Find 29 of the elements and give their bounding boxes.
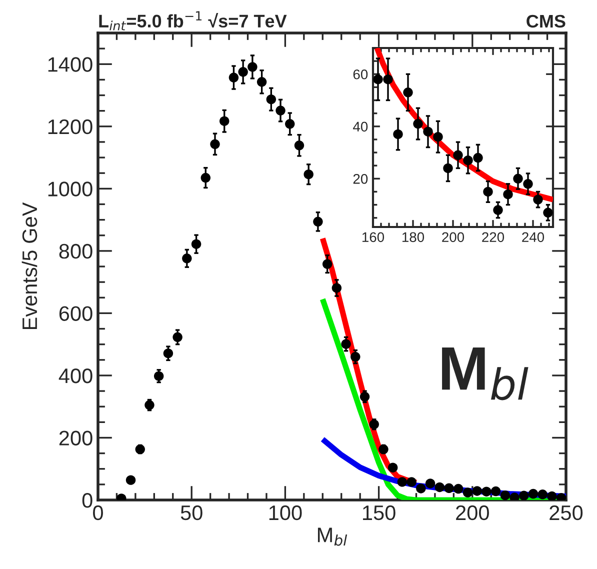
x-tick-label: 200	[442, 232, 464, 242]
point	[547, 491, 557, 500]
x-tick-label: 50	[180, 505, 202, 520]
x-tick-label: 0	[93, 505, 103, 520]
x-tick-label: 180	[402, 232, 424, 242]
annotation: M$_{bl}$	[442, 348, 528, 400]
point	[519, 490, 529, 500]
x-tick-label: 200	[456, 505, 489, 520]
y-tick-label: 600	[59, 306, 92, 321]
y-tick-label: 1200	[48, 119, 92, 134]
x-tick-label: 150	[363, 505, 396, 520]
y-tick-label: 800	[59, 244, 92, 259]
y-tick-label: 1000	[48, 182, 92, 196]
x-tick-label: 160	[362, 232, 384, 242]
y-tick-label: 0	[82, 493, 92, 508]
y-tick-label: 60	[353, 69, 368, 80]
chart-title: L$_{int}$=5.0 fb$^{−1}$ √s=7 TeV	[99, 11, 287, 30]
x-axis-title: M$_{bl}$	[318, 528, 348, 546]
y-tick-label: 400	[58, 368, 92, 384]
x-tick-label: 220	[482, 232, 504, 242]
x-tick-label: 100	[269, 505, 302, 520]
y-tick-label: 20	[353, 174, 368, 184]
y-tick-label: 40	[353, 122, 368, 132]
x-tick-label: 250	[550, 505, 583, 520]
text: CMS	[526, 14, 566, 28]
y-tick-label: 200	[59, 430, 92, 446]
y-axis-title: Events/5 GeV	[22, 202, 38, 330]
x-tick-label: 240	[522, 232, 544, 242]
y-tick-label: 1400	[48, 57, 92, 72]
